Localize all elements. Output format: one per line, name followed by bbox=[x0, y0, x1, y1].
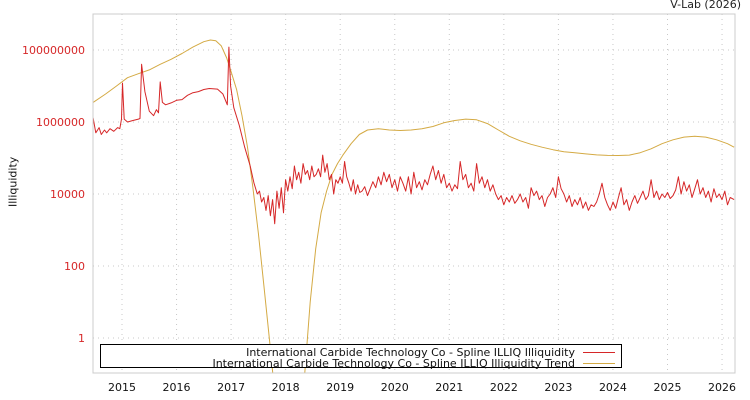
chart-legend: International Carbide Technology Co - Sp… bbox=[100, 344, 622, 370]
x-tick-label: 2016 bbox=[163, 381, 191, 394]
legend-item-illiquidity[interactable]: International Carbide Technology Co - Sp… bbox=[246, 345, 615, 359]
x-tick-label: 2018 bbox=[272, 381, 300, 394]
y-tick-label: 100000000 bbox=[22, 44, 85, 57]
y-tick-label: 1 bbox=[78, 332, 85, 345]
plot-frame bbox=[92, 13, 736, 374]
x-tick-label: 2025 bbox=[654, 381, 682, 394]
gold-line-swatch-icon bbox=[583, 362, 615, 364]
red-line-swatch-icon bbox=[583, 351, 615, 353]
x-tick-label: 2026 bbox=[708, 381, 736, 394]
x-tick-label: 2021 bbox=[435, 381, 463, 394]
legend-label: International Carbide Technology Co - Sp… bbox=[212, 356, 575, 370]
legend-label: International Carbide Technology Co - Sp… bbox=[246, 345, 575, 359]
series-line bbox=[93, 39, 735, 373]
x-axis-ticks: 2015 2016 2017 2018 2019 2020 2021 2022 2023 2024… bbox=[108, 381, 736, 394]
legend-item-illiquidity-trend[interactable]: International Carbide Technology Co - Sp… bbox=[212, 356, 615, 370]
y-tick-label: 10000 bbox=[50, 188, 85, 201]
y-axis-label: Illiquidity bbox=[6, 156, 20, 207]
y-tick-label: 100 bbox=[64, 260, 85, 273]
series-line bbox=[93, 46, 735, 225]
x-tick-label: 2022 bbox=[490, 381, 518, 394]
x-tick-label: 2015 bbox=[108, 381, 136, 394]
x-tick-label: 2024 bbox=[599, 381, 627, 394]
x-tick-label: 2019 bbox=[326, 381, 354, 394]
y-axis-ticks: 1 100 10000 1000000 100000000 bbox=[22, 44, 85, 345]
x-tick-label: 2017 bbox=[217, 381, 245, 394]
series-lines bbox=[93, 39, 735, 373]
x-tick-label: 2023 bbox=[544, 381, 572, 394]
grid-lines bbox=[93, 14, 735, 373]
credit-label: V-Lab (2026) bbox=[670, 0, 741, 11]
y-tick-label: 1000000 bbox=[36, 116, 85, 129]
x-tick-label: 2020 bbox=[381, 381, 409, 394]
